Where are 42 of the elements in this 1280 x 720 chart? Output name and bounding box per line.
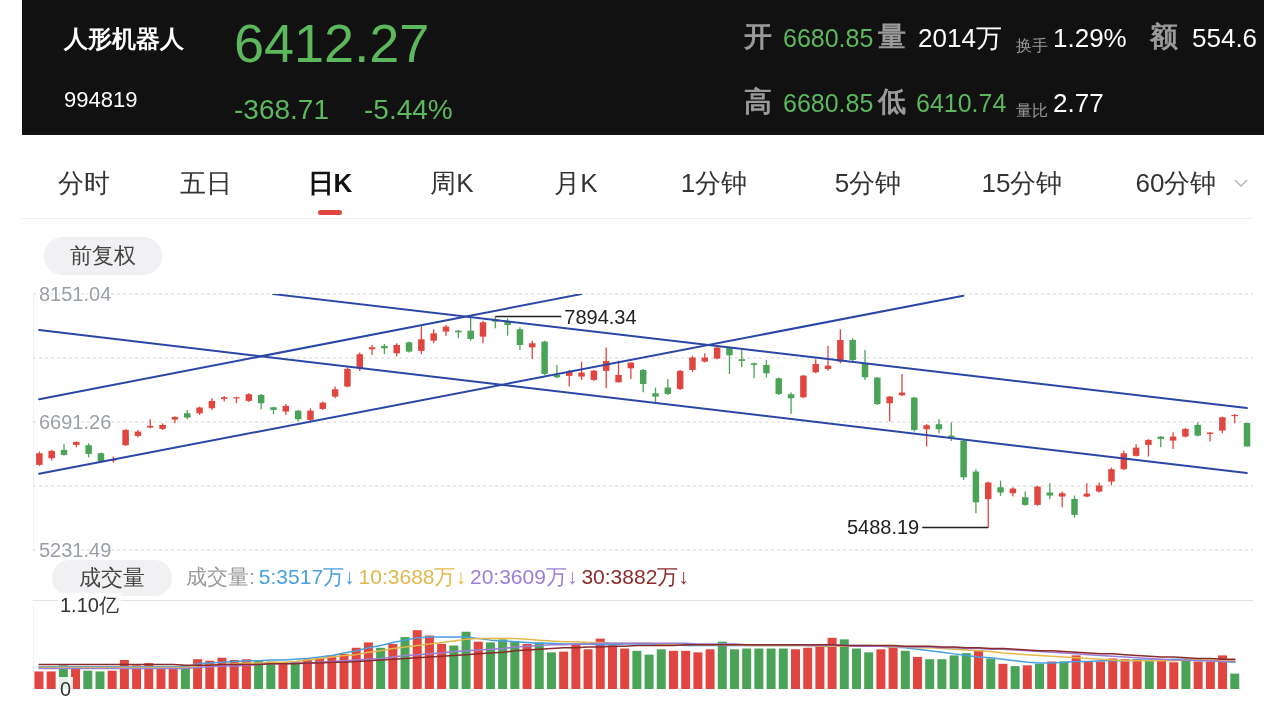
text: 2014万 (918, 22, 1002, 53)
text: 15分钟 (980, 168, 1064, 198)
text: 额 (1150, 20, 1178, 52)
text: 5分钟 (833, 168, 903, 198)
text: 554.6 (1192, 22, 1258, 53)
y-tick-label: 6691.26 (39, 411, 112, 433)
y-tick-label: 0 (58, 677, 74, 701)
text: 30:3882万↓ (581, 564, 689, 590)
chart-title: 人形机器人 (64, 25, 184, 53)
chart-title: 成交量 (79, 565, 145, 590)
y-tick-label: 8151.04 (39, 283, 112, 305)
text: 1分钟 (679, 168, 749, 198)
y-tick-label: 1.10亿 (58, 593, 121, 617)
annotation: 7894.34 (564, 305, 637, 328)
text: 6680.85 (783, 23, 874, 52)
text: 五日 (179, 168, 233, 198)
text: 60分钟 (1134, 168, 1218, 198)
text: 20:3609万↓ (470, 564, 578, 590)
text: 量 (878, 20, 906, 52)
text: 6412.27 (234, 12, 430, 73)
y-tick-label: 5231.49 (39, 539, 112, 561)
text: 日K (306, 168, 354, 198)
text: 分时 (57, 168, 111, 198)
text: 高 (744, 85, 772, 117)
legend-title: 成交量: (186, 564, 255, 590)
text: -368.71 (234, 93, 329, 125)
annotation: 5488.19 (846, 516, 920, 539)
text: 前复权 (44, 237, 162, 275)
text: 周K (429, 168, 475, 198)
text: 1.29% (1053, 22, 1127, 53)
text: 换手 (1016, 37, 1048, 55)
text: 量比 (1016, 102, 1048, 120)
text: -5.44% (364, 93, 453, 125)
text: 开 (744, 20, 772, 52)
chart-subtitle: 994819 (64, 87, 138, 113)
text: 6410.74 (916, 88, 1007, 117)
text: 6680.85 (783, 88, 874, 117)
text: 10:3688万↓ (358, 564, 466, 590)
text: 2.77 (1053, 87, 1104, 118)
text: 5:3517万↓ (258, 564, 355, 590)
text: 月K (553, 168, 599, 198)
text: 低 (878, 85, 906, 117)
